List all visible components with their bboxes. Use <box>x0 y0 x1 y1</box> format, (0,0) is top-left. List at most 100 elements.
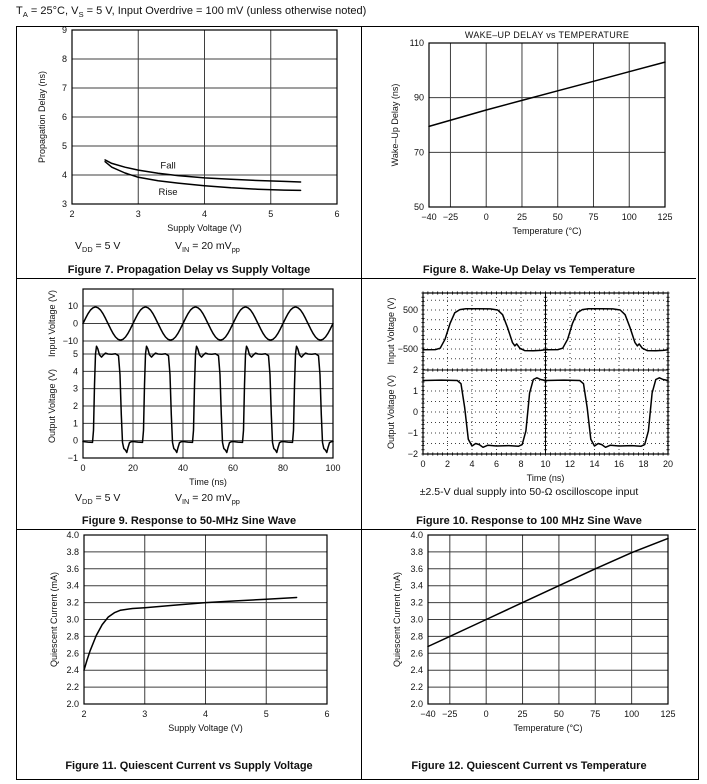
svg-text:6: 6 <box>62 112 67 122</box>
svg-text:3.6: 3.6 <box>410 564 423 574</box>
figure-cell-11: 4.0 3.8 3.6 3.4 3.2 3.0 2.8 2.6 2.4 2.2 2.0 Quiesce… <box>17 530 362 779</box>
svg-text:50: 50 <box>553 212 563 222</box>
svg-text:100: 100 <box>622 212 637 222</box>
svg-text:2.6: 2.6 <box>410 648 423 658</box>
svg-text:20: 20 <box>663 459 673 469</box>
fig11-chart-area: 4.0 3.8 3.6 3.4 3.2 3.0 2.8 2.6 2.4 2.2 2.0 Quiesce… <box>17 530 361 779</box>
svg-text:2.6: 2.6 <box>66 648 79 658</box>
svg-text:110: 110 <box>410 38 424 48</box>
svg-text:90: 90 <box>414 93 424 103</box>
fig8-plot-border <box>428 42 666 208</box>
svg-text:−1: −1 <box>68 453 78 463</box>
svg-text:14: 14 <box>589 459 599 469</box>
svg-text:0: 0 <box>420 459 425 469</box>
svg-text:60: 60 <box>228 463 238 473</box>
svg-text:6: 6 <box>324 709 329 719</box>
fig12-caption: Figure 12. Quiescent Current vs Temperat… <box>411 760 647 772</box>
svg-text:5: 5 <box>73 349 78 359</box>
svg-text:−1: −1 <box>408 428 418 438</box>
svg-text:2: 2 <box>81 709 86 719</box>
fig10-caption: Figure 10. Response to 100 MHz Sine Wave <box>416 515 642 527</box>
fig7-curve-label-rise: Rise <box>159 187 178 198</box>
svg-text:−10: −10 <box>63 336 78 346</box>
svg-text:125: 125 <box>657 212 672 222</box>
svg-text:18: 18 <box>638 459 648 469</box>
svg-text:0: 0 <box>484 709 489 719</box>
svg-text:10: 10 <box>540 459 550 469</box>
svg-text:2.4: 2.4 <box>66 665 79 675</box>
svg-text:0: 0 <box>73 436 78 446</box>
fig12-series-quiescent-current <box>427 537 669 648</box>
svg-text:125: 125 <box>660 709 675 719</box>
fig7-condition-vdd: VDD = 5 V <box>75 240 121 255</box>
fig11-plot-border <box>83 534 328 705</box>
svg-text:2: 2 <box>413 365 418 375</box>
svg-text:2: 2 <box>69 209 74 219</box>
svg-text:25: 25 <box>518 709 528 719</box>
fig9-series-output-square <box>82 345 334 454</box>
fig7-curve-label-fall: Fall <box>160 160 175 171</box>
svg-text:3.2: 3.2 <box>410 598 423 608</box>
svg-text:1: 1 <box>413 386 418 396</box>
figure-cell-10: 500 0 −500 Input Voltage (V) 2 1 0 −1 −2 Output V… <box>362 279 696 530</box>
fig7-y-axis-label: Propagation Delay (ns) <box>37 71 47 163</box>
svg-text:3.0: 3.0 <box>66 615 79 625</box>
fig8-series-wake-up-delay <box>428 61 666 128</box>
svg-text:3: 3 <box>142 709 147 719</box>
svg-text:2.0: 2.0 <box>66 699 79 709</box>
svg-text:3.0: 3.0 <box>410 615 423 625</box>
svg-text:0: 0 <box>80 463 85 473</box>
svg-text:50: 50 <box>414 202 424 212</box>
fig9-y-axis-label: Output Voltage (V) <box>47 369 57 443</box>
fig7-caption: Figure 7. Propagation Delay vs Supply Vo… <box>67 264 311 276</box>
svg-text:6: 6 <box>494 459 499 469</box>
fig12-y-axis-label: Quiescent Current (mA) <box>392 572 402 667</box>
svg-text:3.8: 3.8 <box>410 547 423 557</box>
test-conditions-header: TA = 25°C, VS = 5 V, Input Overdrive = 1… <box>16 5 367 20</box>
svg-text:−40: −40 <box>421 212 436 222</box>
figure-cell-12: 4.0 3.8 3.6 3.4 3.2 3.0 2.8 2.6 2.4 2.2 2.0 Quiesce… <box>362 530 696 779</box>
svg-text:10: 10 <box>68 301 78 311</box>
svg-text:0: 0 <box>413 407 418 417</box>
svg-text:6: 6 <box>334 209 339 219</box>
svg-text:0: 0 <box>413 325 418 335</box>
svg-text:40: 40 <box>178 463 188 473</box>
figure-cell-7: 9 8 7 6 5 4 3 Propagation Delay (ns) Fall Rise 2 3 4… <box>17 27 362 279</box>
fig12-plot-border <box>427 534 669 705</box>
svg-text:3: 3 <box>62 199 67 209</box>
fig7-chart-area: 9 8 7 6 5 4 3 Propagation Delay (ns) Fall Rise 2 3 4… <box>17 27 361 278</box>
svg-text:4: 4 <box>62 170 67 180</box>
svg-text:2: 2 <box>73 401 78 411</box>
fig9-y-axis-label: Input Voltage (V) <box>47 290 57 357</box>
figure-grid: 9 8 7 6 5 4 3 Propagation Delay (ns) Fall Rise 2 3 4… <box>16 26 699 780</box>
svg-text:9: 9 <box>62 27 67 35</box>
fig9-x-axis-label: Time (ns) <box>189 477 227 487</box>
svg-text:16: 16 <box>614 459 624 469</box>
svg-text:5: 5 <box>264 709 269 719</box>
figure-cell-8: 110 90 70 50 Wake–Up Delay (ns) −40 −25 0 25 50 75… <box>362 27 696 279</box>
fig8-plot-svg: 110 90 70 50 Wake–Up Delay (ns) −40 −25 0 25 50 75… <box>390 30 673 236</box>
fig7-x-axis-label: Supply Voltage (V) <box>167 223 242 233</box>
svg-text:500: 500 <box>403 305 418 315</box>
svg-text:100: 100 <box>624 709 639 719</box>
svg-text:−500: −500 <box>398 344 418 354</box>
svg-text:75: 75 <box>588 212 598 222</box>
fig11-caption: Figure 11. Quiescent Current vs Supply V… <box>65 760 313 772</box>
svg-text:3.4: 3.4 <box>66 581 79 591</box>
fig11-y-axis-label: Quiescent Current (mA) <box>49 572 59 667</box>
fig12-plot-svg: 4.0 3.8 3.6 3.4 3.2 3.0 2.8 2.6 2.4 2.2 2.0 Quiesce… <box>392 530 676 733</box>
svg-text:8: 8 <box>518 459 523 469</box>
svg-text:50: 50 <box>554 709 564 719</box>
fig8-caption: Figure 8. Wake-Up Delay vs Temperature <box>422 264 636 276</box>
svg-text:80: 80 <box>278 463 288 473</box>
fig8-x-axis-label: Temperature (°C) <box>512 226 581 236</box>
svg-text:4: 4 <box>203 709 208 719</box>
svg-text:3.6: 3.6 <box>66 564 79 574</box>
svg-text:2.8: 2.8 <box>66 631 79 641</box>
fig9-caption: Figure 9. Response to 50-MHz Sine Wave <box>81 515 297 527</box>
svg-text:100: 100 <box>325 463 340 473</box>
fig7-series-Rise <box>104 160 302 192</box>
fig10-note: ±2.5-V dual supply into 50-Ω oscilloscop… <box>419 486 639 498</box>
